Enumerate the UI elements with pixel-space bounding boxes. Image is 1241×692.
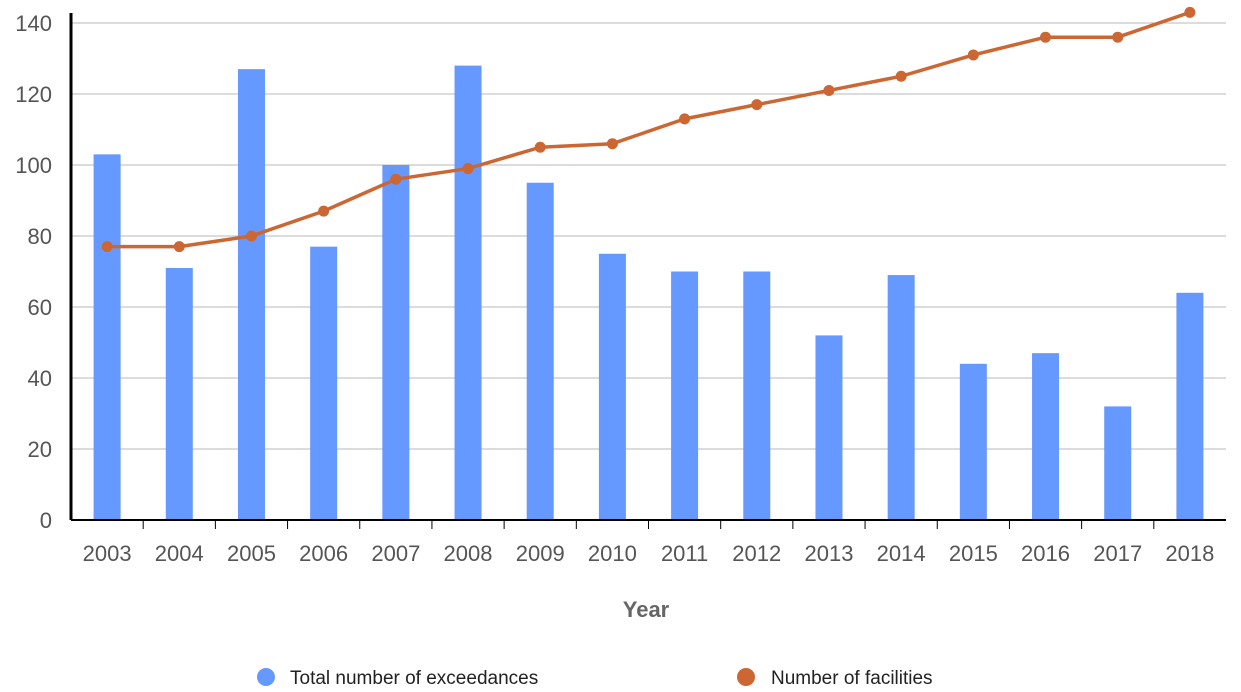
bar-2014 (887, 275, 915, 520)
y-tick-labels: 0 20 40 60 80 100 120 140 (15, 11, 52, 533)
x-tick-label-2015: 2015 (949, 541, 998, 566)
bar-2016 (1032, 353, 1060, 520)
legend-label-facilities: Number of facilities (771, 668, 933, 689)
y-tick-label-20: 20 (28, 437, 52, 462)
bar-2003 (93, 154, 121, 520)
legend-label-exceedances: Total number of exceedances (290, 668, 538, 689)
bar-2009 (526, 182, 554, 520)
point-2007 (390, 173, 402, 185)
legend: Total number of exceedances Number of fa… (257, 668, 933, 689)
point-2006 (318, 205, 330, 217)
x-tick-label-2018: 2018 (1165, 541, 1214, 566)
point-2017 (1112, 31, 1124, 43)
x-tick-label-2003: 2003 (83, 541, 132, 566)
legend-swatch-facilities (737, 668, 755, 686)
point-2010 (606, 138, 618, 150)
point-2008 (462, 163, 474, 175)
y-tick-label-0: 0 (40, 508, 52, 533)
y-tick-label-140: 140 (15, 11, 52, 36)
point-2004 (173, 241, 185, 253)
bar-2017 (1104, 406, 1132, 520)
x-tick-label-2008: 2008 (444, 541, 493, 566)
x-tick-label-2009: 2009 (516, 541, 565, 566)
x-tick-label-2012: 2012 (732, 541, 781, 566)
x-tick-label-2005: 2005 (227, 541, 276, 566)
line-series (101, 6, 1196, 253)
bar-2012 (743, 271, 771, 520)
bar-2006 (310, 246, 338, 520)
bar-2011 (671, 271, 699, 520)
x-tick-label-2006: 2006 (299, 541, 348, 566)
x-tick-label-2010: 2010 (588, 541, 637, 566)
point-2013 (823, 84, 835, 96)
legend-item-exceedances: Total number of exceedances (257, 668, 538, 689)
facilities-line (107, 10, 1191, 249)
bar-2005 (237, 69, 265, 521)
point-2012 (751, 99, 763, 111)
bar-2013 (815, 335, 843, 520)
bar-2008 (454, 65, 482, 520)
x-tick-label-2014: 2014 (877, 541, 926, 566)
point-2015 (967, 49, 979, 61)
point-2014 (895, 70, 907, 82)
bar-2015 (959, 363, 987, 520)
x-tick-label-2016: 2016 (1021, 541, 1070, 566)
legend-swatch-exceedances (257, 668, 275, 686)
y-tick-label-60: 60 (28, 295, 52, 320)
y-tick-label-120: 120 (15, 82, 52, 107)
x-tick-label-2011: 2011 (661, 541, 708, 566)
point-2018 (1184, 6, 1196, 18)
axes (69, 13, 1226, 529)
bar-2010 (598, 253, 626, 520)
bar-2018 (1176, 292, 1204, 520)
point-2009 (534, 141, 546, 153)
point-2005 (245, 230, 257, 242)
bar-2004 (165, 267, 193, 520)
bar-series (93, 65, 1204, 521)
point-2016 (1040, 31, 1052, 43)
x-tick-label-2017: 2017 (1093, 541, 1142, 566)
point-2003 (101, 241, 113, 253)
legend-item-facilities: Number of facilities (737, 668, 933, 689)
y-tick-label-40: 40 (28, 366, 52, 391)
x-tick-label-2007: 2007 (371, 541, 420, 566)
y-tick-label-80: 80 (28, 224, 52, 249)
x-tick-label-2004: 2004 (155, 541, 204, 566)
point-2011 (679, 113, 691, 125)
x-tick-label-2013: 2013 (804, 541, 853, 566)
x-tick-labels: 2003 2004 2005 2006 2007 2008 2009 2010 2011 2012… (83, 541, 1215, 566)
x-axis-title: Year (623, 597, 670, 622)
bar-2007 (382, 165, 410, 520)
y-tick-label-100: 100 (15, 153, 52, 178)
